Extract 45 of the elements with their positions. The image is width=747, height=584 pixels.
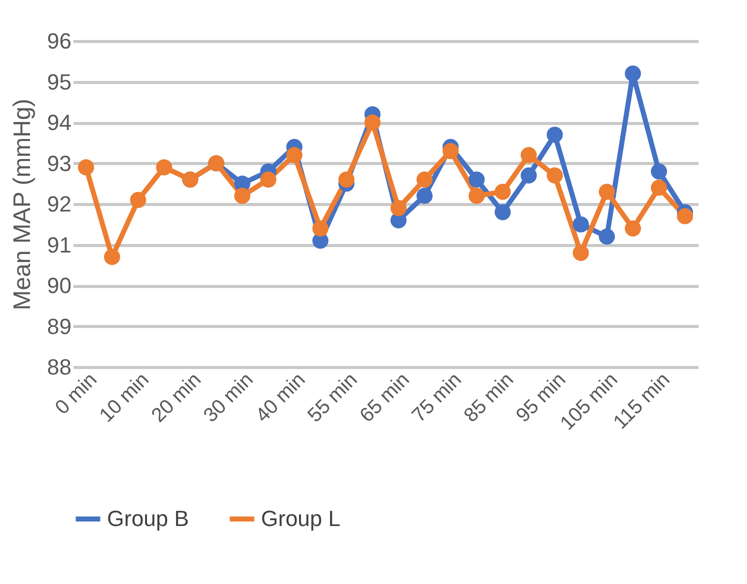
y-tick-label: 90 <box>47 273 72 298</box>
y-tick-label: 88 <box>47 354 72 380</box>
point <box>130 192 146 208</box>
point <box>676 208 694 224</box>
point <box>520 147 537 164</box>
y-tick-label: 95 <box>47 69 72 94</box>
point <box>364 114 381 131</box>
point <box>572 216 589 232</box>
x-tick-label: 55 min <box>304 368 362 427</box>
point <box>416 172 433 188</box>
y-tick-label: 91 <box>47 232 72 258</box>
point <box>546 126 563 143</box>
point <box>624 220 641 236</box>
y-tick-label: 92 <box>47 192 72 216</box>
point <box>468 188 485 204</box>
point <box>598 184 615 200</box>
point <box>546 167 563 184</box>
point <box>104 248 120 266</box>
point <box>338 172 354 188</box>
x-tick-label: 30 min <box>200 368 258 427</box>
point <box>572 244 589 261</box>
point <box>416 188 433 204</box>
point <box>520 167 537 184</box>
legend-label: Group L <box>261 506 340 531</box>
point <box>442 142 459 160</box>
point <box>624 66 641 82</box>
point <box>468 172 485 188</box>
y-tick-label: 93 <box>47 150 72 176</box>
point <box>598 228 615 245</box>
point <box>650 180 667 196</box>
point <box>390 200 407 216</box>
point <box>286 147 302 164</box>
point <box>312 220 328 236</box>
point <box>234 188 250 204</box>
point <box>494 204 511 220</box>
y-tick-label: 94 <box>47 110 72 135</box>
legend-label: Group B <box>107 506 189 531</box>
point <box>78 159 94 176</box>
point <box>650 163 667 180</box>
y-tick-label: 96 <box>47 28 72 54</box>
point <box>156 159 172 176</box>
point <box>260 172 276 188</box>
y-tick-label: 89 <box>47 314 72 339</box>
point <box>494 184 511 200</box>
y-axis-title: Mean MAP (mmHg) <box>9 98 36 310</box>
